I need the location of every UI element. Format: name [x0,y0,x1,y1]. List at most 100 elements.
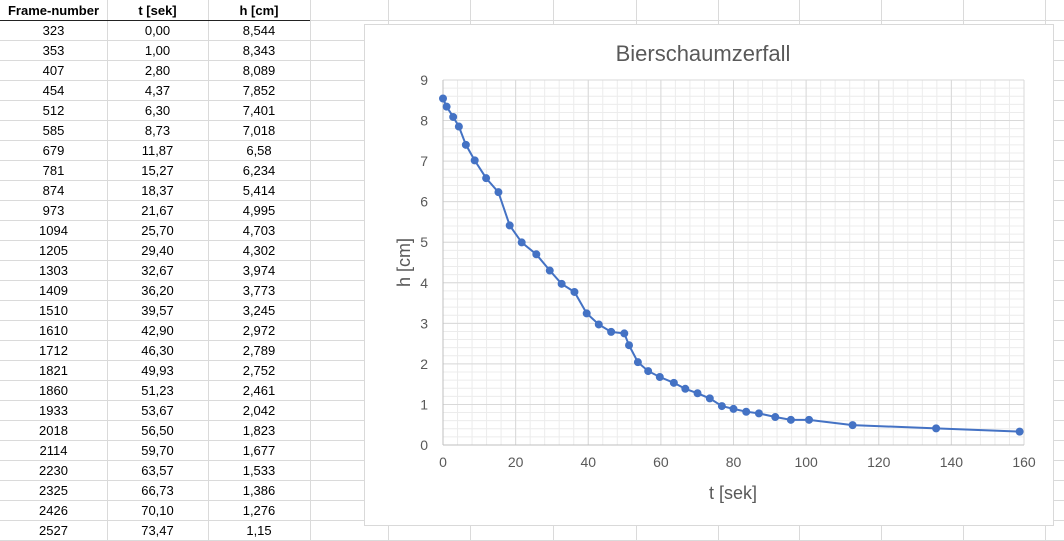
table-cell[interactable]: 323 [42,23,65,38]
table-cell[interactable]: 3,245 [242,303,276,318]
table-cell[interactable]: 353 [42,43,65,58]
table-cell[interactable]: 5,414 [242,183,276,198]
table-cell[interactable]: 63,57 [141,463,174,478]
table-header-cell[interactable]: Frame-number [7,3,100,18]
data-point [655,372,664,381]
table-cell[interactable]: 4,37 [144,83,171,98]
table-cell[interactable]: 3,773 [242,283,276,298]
table-cell[interactable]: 53,67 [141,403,174,418]
table-cell[interactable]: 6,58 [246,143,272,158]
data-point [607,327,616,336]
table-cell[interactable]: 39,57 [141,303,174,318]
data-point [594,320,603,329]
table-cell[interactable]: 2,752 [242,363,276,378]
table-cell[interactable]: 2,789 [242,343,276,358]
table-cell[interactable]: 8,089 [242,63,276,78]
table-cell[interactable]: 1610 [39,323,68,338]
x-tick-label: 160 [1012,454,1036,470]
table-cell[interactable]: 32,67 [141,263,174,278]
table-cell[interactable]: 66,73 [141,483,174,498]
data-point [644,367,653,376]
table-cell[interactable]: 7,852 [242,83,276,98]
table-cell[interactable]: 1,15 [246,523,272,538]
table-cell[interactable]: 4,995 [242,203,276,218]
x-axis-title: t [sek] [709,483,757,503]
table-cell[interactable]: 42,90 [141,323,174,338]
x-tick-label: 40 [580,454,596,470]
table-cell[interactable]: 679 [42,143,65,158]
table-cell[interactable]: 2,042 [242,403,276,418]
table-cell[interactable]: 29,40 [141,243,174,258]
table-cell[interactable]: 585 [42,123,65,138]
x-tick-label: 120 [867,454,891,470]
table-cell[interactable]: 8,73 [144,123,171,138]
table-cell[interactable]: 70,10 [141,503,174,518]
table-cell[interactable]: 2,972 [242,323,276,338]
x-tick-label: 20 [508,454,524,470]
data-point [454,122,463,131]
row-gridline [0,20,1064,21]
table-cell[interactable]: 21,67 [141,203,174,218]
table-cell[interactable]: 1821 [39,363,68,378]
y-axis-title: h [cm] [394,238,414,287]
table-cell[interactable]: 1094 [39,223,68,238]
table-cell[interactable]: 4,703 [242,223,276,238]
data-point [625,341,634,350]
table-cell[interactable]: 973 [42,203,65,218]
table-cell[interactable]: 1712 [39,343,68,358]
table-cell[interactable]: 0,00 [144,23,171,38]
table-cell[interactable]: 18,37 [141,183,174,198]
table-cell[interactable]: 781 [42,163,65,178]
table-cell[interactable]: 2018 [39,423,68,438]
table-cell[interactable]: 8,544 [242,23,276,38]
table-cell[interactable]: 56,50 [141,423,174,438]
chart-area[interactable]: 0 20 40 60 80 100 120 140 160 0 1 2 3 4 5 6 7 8 9 Bierschau… [364,24,1054,526]
table-cell[interactable]: 1,677 [242,443,276,458]
table-cell[interactable]: 1,533 [242,463,276,478]
table-cell[interactable]: 11,87 [141,143,174,158]
table-cell[interactable]: 1205 [39,243,68,258]
table-cell[interactable]: 454 [42,83,65,98]
table-cell[interactable]: 73,47 [141,523,174,538]
table-cell[interactable]: 15,27 [141,163,174,178]
table-cell[interactable]: 6,234 [242,163,276,178]
table-cell[interactable]: 1409 [39,283,68,298]
table-cell[interactable]: 8,343 [242,43,276,58]
table-cell[interactable]: 874 [42,183,65,198]
table-cell[interactable]: 46,30 [141,343,174,358]
table-cell[interactable]: 6,30 [144,103,171,118]
table-cell[interactable]: 1303 [39,263,68,278]
table-cell[interactable]: 59,70 [141,443,174,458]
table-cell[interactable]: 1,386 [242,483,276,498]
table-header-cell[interactable]: h [cm] [239,3,279,18]
table-cell[interactable]: 2426 [39,503,68,518]
table-cell[interactable]: 3,974 [242,263,276,278]
table-cell[interactable]: 2527 [39,523,68,538]
table-cell[interactable]: 4,302 [242,243,276,258]
table-cell[interactable]: 7,018 [242,123,276,138]
table-cell[interactable]: 7,401 [242,103,276,118]
table-cell[interactable]: 36,20 [141,283,174,298]
table-cell[interactable]: 1,00 [144,43,171,58]
table-cell[interactable]: 1510 [39,303,68,318]
table-cell[interactable]: 407 [42,63,65,78]
y-tick-label: 8 [420,113,428,129]
table-cell[interactable]: 2,80 [144,63,171,78]
table-cell[interactable]: 51,23 [141,383,174,398]
table-header-cell[interactable]: t [sek] [138,3,177,18]
table-cell[interactable]: 2114 [39,443,68,458]
table-cell[interactable]: 1,276 [242,503,276,518]
table-cell[interactable]: 1,823 [242,423,276,438]
table-cell[interactable]: 49,93 [141,363,174,378]
table-cell[interactable]: 25,70 [141,223,174,238]
table-cell[interactable]: 2230 [39,463,68,478]
table-cell[interactable]: 512 [42,103,65,118]
y-tick-label: 5 [420,234,428,250]
y-tick-label: 4 [420,275,428,291]
table-cell[interactable]: 1860 [39,383,68,398]
data-point [1015,427,1024,436]
data-point [449,112,458,121]
table-cell[interactable]: 2,461 [242,383,276,398]
table-cell[interactable]: 1933 [39,403,68,418]
table-cell[interactable]: 2325 [39,483,68,498]
